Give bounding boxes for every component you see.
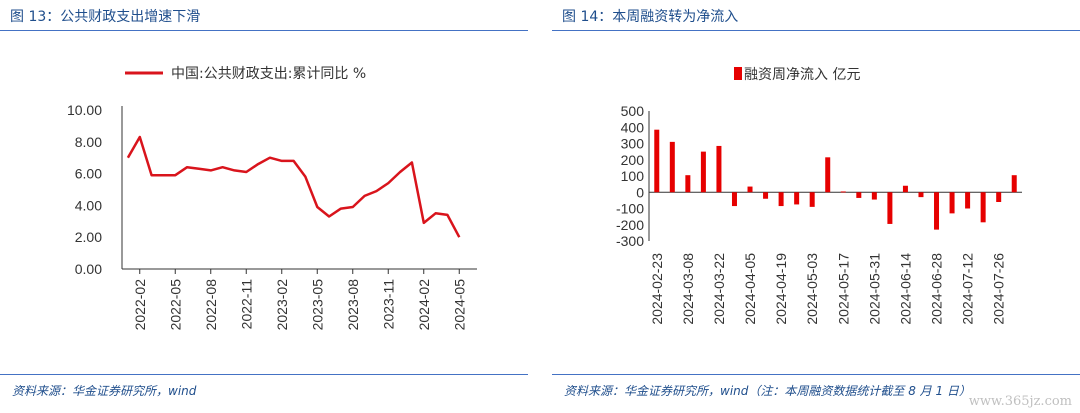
y-tick-label: 500 — [621, 103, 645, 119]
source-note-left: 资料来源：华金证券研究所，wind — [12, 384, 197, 398]
y-tick-label: 0 — [636, 184, 644, 200]
y-tick-label: -300 — [616, 233, 644, 249]
x-tick-label: 2024-03-22 — [711, 253, 727, 325]
source-rule-left — [0, 374, 528, 375]
bar — [996, 192, 1002, 202]
bar — [965, 192, 971, 209]
bar — [934, 192, 940, 230]
y-tick-label: -100 — [616, 201, 644, 217]
x-tick-label: 2022-11 — [238, 279, 254, 330]
chart-panel-left: 图 13：公共财政支出增速下滑 中国:公共财政支出:累计同比 % 0.00 2.00… — [0, 0, 528, 413]
x-tick-label: 2024-05-17 — [835, 253, 851, 325]
title-rule-left — [0, 30, 528, 31]
bar — [980, 192, 986, 223]
x-tick-label: 2024-04-19 — [773, 253, 789, 325]
x-tick-label: 2023-11 — [380, 279, 396, 330]
figure-title-left: 图 13：公共财政支出增速下滑 — [10, 9, 201, 25]
watermark-text: www.365jz.com — [968, 394, 1072, 409]
bar — [949, 192, 955, 214]
x-tick-label: 2024-04-05 — [742, 253, 758, 325]
x-tick-label: 2024-05-31 — [866, 253, 882, 325]
bar — [731, 192, 737, 207]
x-tick-label: 2024-05-03 — [804, 253, 820, 325]
bar — [747, 186, 753, 193]
y-tick-label: 400 — [621, 119, 645, 135]
y-tick-label: 10.00 — [67, 102, 102, 118]
bar — [871, 192, 877, 200]
x-tick-label: 2024-05 — [451, 279, 467, 331]
bar — [809, 192, 815, 207]
y-tick-label: 8.00 — [75, 134, 102, 150]
x-tick-label: 2024-02 — [416, 279, 432, 331]
legend-swatch-bar — [734, 67, 742, 80]
title-rule-right — [552, 30, 1080, 31]
bar — [763, 192, 769, 199]
y-tick-label: 0.00 — [75, 261, 102, 277]
bar — [794, 192, 800, 205]
y-tick-label: 6.00 — [75, 166, 102, 182]
bar — [700, 151, 706, 193]
x-tick-label: 2022-08 — [203, 279, 219, 331]
y-tick-label: 300 — [621, 136, 645, 152]
x-tick-label: 2024-06-28 — [929, 253, 945, 325]
x-tick-label: 2023-08 — [345, 279, 361, 331]
bar — [685, 175, 691, 193]
chart-panel-right: 图 14：本周融资转为净流入 融资周净流入 亿元 -300 -200 -100 0 100… — [552, 0, 1080, 413]
bar — [825, 157, 831, 193]
y-tick-label: 100 — [621, 168, 645, 184]
bar — [716, 145, 722, 193]
source-rule-right — [552, 374, 1080, 375]
line-chart-svg: 中国:公共财政支出:累计同比 % 0.00 2.00 4.00 6.00 8.00 10.0… — [67, 66, 477, 331]
legend-label: 融资周净流入 亿元 — [744, 67, 860, 83]
bar — [840, 191, 846, 193]
bar — [654, 129, 660, 193]
figure-title-right: 图 14：本周融资转为净流入 — [562, 9, 739, 25]
bar — [856, 192, 862, 198]
x-tick-label: 2022-02 — [132, 279, 148, 331]
bar — [887, 192, 893, 224]
x-tick-label: 2023-02 — [274, 279, 290, 331]
x-tick-label: 2022-05 — [167, 279, 183, 331]
x-tick-label: 2024-07-26 — [991, 253, 1007, 325]
bar — [902, 185, 908, 193]
y-tick-label: 2.00 — [75, 229, 102, 245]
bar — [778, 192, 784, 207]
x-tick-label: 2024-06-14 — [897, 253, 913, 325]
x-tick-label: 2023-05 — [309, 279, 325, 331]
series-line — [126, 135, 461, 238]
y-tick-label: 4.00 — [75, 197, 102, 213]
y-tick-label: -200 — [616, 217, 644, 233]
bar — [918, 192, 924, 198]
bar — [1011, 175, 1017, 193]
source-note-right: 资料来源：华金证券研究所，wind（注：本周融资数据统计截至 8 月 1 日） — [564, 384, 971, 398]
y-tick-label: 200 — [621, 152, 645, 168]
x-tick-label: 2024-03-08 — [680, 253, 696, 325]
x-tick-label: 2024-02-23 — [649, 253, 665, 325]
bar — [669, 141, 675, 193]
x-tick-label: 2024-07-12 — [960, 253, 976, 325]
legend-label: 中国:公共财政支出:累计同比 % — [171, 66, 366, 82]
